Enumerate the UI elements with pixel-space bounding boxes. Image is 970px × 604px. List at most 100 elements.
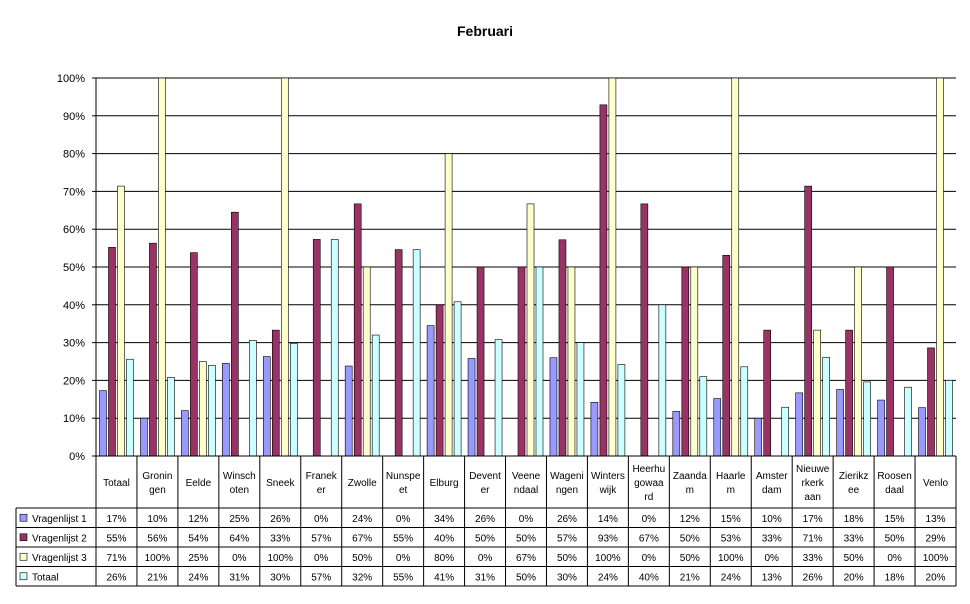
- data-label: 67%: [352, 533, 372, 544]
- data-label: 15%: [721, 514, 741, 525]
- data-label: 24%: [352, 514, 372, 525]
- bar: [722, 254, 731, 457]
- data-label: 34%: [434, 514, 454, 525]
- data-label: 50%: [885, 533, 905, 544]
- bar: [467, 358, 476, 457]
- bar: [99, 390, 107, 457]
- bar: [149, 242, 157, 457]
- category-label: Zaanda: [673, 471, 707, 482]
- data-label: 24%: [188, 572, 208, 583]
- category-label: wijk: [599, 485, 618, 496]
- data-label: 0%: [887, 553, 902, 564]
- bar: [813, 329, 821, 457]
- bar: [681, 266, 690, 457]
- bar: [904, 386, 912, 457]
- category-label: rkerk: [802, 478, 825, 489]
- y-tick-label: 50%: [63, 262, 85, 274]
- category-label: gen: [149, 485, 166, 496]
- bar: [781, 406, 790, 457]
- bar: [435, 304, 444, 457]
- category-label: Venlo: [923, 478, 948, 489]
- data-label: 21%: [147, 572, 167, 583]
- bar: [731, 77, 740, 457]
- data-label: 25%: [229, 514, 249, 525]
- category-label: Elburg: [430, 478, 459, 489]
- bar: [845, 329, 853, 457]
- category-label: rd: [644, 492, 653, 503]
- bar: [535, 266, 544, 457]
- category-label: dam: [762, 485, 781, 496]
- data-label: 14%: [598, 514, 618, 525]
- data-label: 12%: [680, 514, 700, 525]
- bar: [344, 365, 353, 457]
- bar: [590, 402, 599, 457]
- category-label: daal: [885, 485, 904, 496]
- category-label: et: [399, 485, 408, 496]
- data-label: 80%: [434, 553, 454, 564]
- data-label: 0%: [314, 553, 329, 564]
- data-label: 18%: [885, 572, 905, 583]
- bar: [599, 104, 608, 457]
- data-label: 57%: [311, 533, 331, 544]
- bar: [167, 377, 175, 457]
- bar: [249, 340, 257, 457]
- bar: [927, 347, 935, 457]
- data-label: 50%: [557, 553, 577, 564]
- bar: [222, 363, 230, 457]
- category-label: Devent: [469, 471, 501, 482]
- category-label: er: [317, 485, 327, 496]
- bar: [936, 77, 944, 457]
- series-name: Vragenlijst 1: [32, 514, 87, 525]
- data-table: Totaal Gronin gen Eelde Winsch oten Sneek Frane…: [15, 455, 957, 587]
- bar: [754, 417, 763, 457]
- category-label: Totaal: [103, 478, 130, 489]
- legend-key: [19, 572, 28, 581]
- data-label: 67%: [639, 533, 659, 544]
- category-label: m: [686, 485, 694, 496]
- bar: [444, 153, 453, 457]
- data-label: 50%: [680, 553, 700, 564]
- bar: [576, 342, 585, 457]
- data-label: 67%: [516, 553, 536, 564]
- data-label: 100%: [145, 553, 171, 564]
- category-label: Heerhu: [632, 464, 665, 475]
- data-label: 33%: [762, 533, 782, 544]
- bar: [426, 325, 435, 457]
- data-label: 93%: [598, 533, 618, 544]
- y-tick-label: 60%: [63, 224, 85, 236]
- data-label: 71%: [106, 553, 126, 564]
- category-label: Nieuwe: [796, 464, 830, 475]
- category-label: m: [727, 485, 735, 496]
- bar: [822, 357, 830, 457]
- data-label: 21%: [680, 572, 700, 583]
- bar: [640, 203, 649, 457]
- bar: [371, 334, 380, 457]
- bar: [181, 410, 189, 457]
- bar: [617, 364, 626, 457]
- data-label: 71%: [803, 533, 823, 544]
- bar: [740, 366, 749, 457]
- data-label: 50%: [516, 533, 536, 544]
- data-label: 10%: [147, 514, 167, 525]
- series-name: Vragenlijst 3: [32, 553, 87, 564]
- data-label: 0%: [478, 553, 493, 564]
- bar: [190, 252, 198, 457]
- data-label: 20%: [844, 572, 864, 583]
- data-label: 56%: [147, 533, 167, 544]
- category-label: Zwolle: [348, 478, 377, 489]
- data-label: 55%: [393, 572, 413, 583]
- category-label: Franek: [306, 471, 338, 482]
- data-label: 50%: [352, 553, 372, 564]
- data-label: 29%: [926, 533, 946, 544]
- data-label: 100%: [718, 553, 744, 564]
- bar: [863, 381, 871, 457]
- data-label: 0%: [642, 553, 657, 564]
- bar: [918, 407, 926, 457]
- bar: [271, 329, 280, 457]
- data-label: 20%: [926, 572, 946, 583]
- bar: [526, 203, 535, 457]
- category-label: Haarle: [716, 471, 746, 482]
- bar: [140, 417, 148, 457]
- data-label: 100%: [595, 553, 621, 564]
- data-label: 26%: [475, 514, 495, 525]
